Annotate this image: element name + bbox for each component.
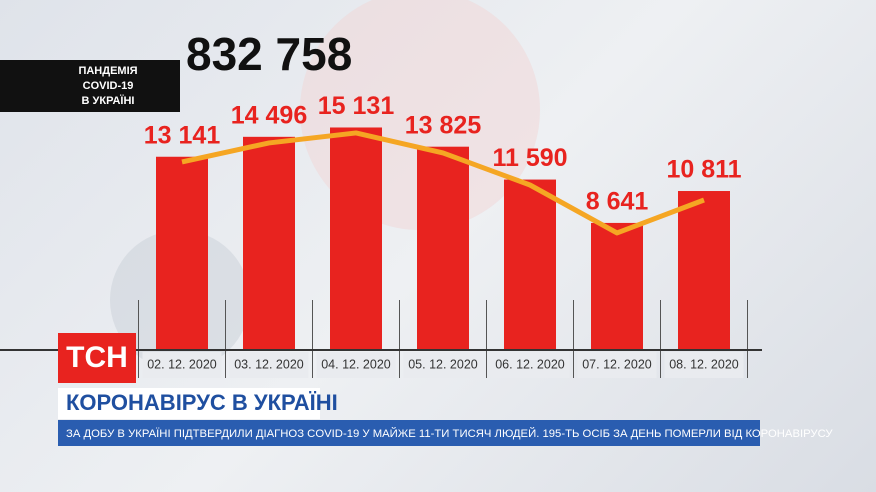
date-box xyxy=(403,352,483,378)
ticker: ЗА ДОБУ В УКРАЇНІ ПІДТВЕРДИЛИ ДІАГНОЗ CO… xyxy=(66,427,833,440)
bar xyxy=(243,136,295,350)
value-label: 8 641 xyxy=(586,188,649,216)
bar xyxy=(504,179,556,350)
logo-box xyxy=(58,333,136,383)
bar xyxy=(591,222,643,350)
value-label: 14 496 xyxy=(231,101,307,129)
date-box xyxy=(316,352,396,378)
x-tick-label: 06. 12. 2020 xyxy=(495,357,565,371)
x-tick-label: 05. 12. 2020 xyxy=(408,357,478,371)
x-tick-label: 03. 12. 2020 xyxy=(234,357,304,371)
x-tick-label: 08. 12. 2020 xyxy=(669,357,739,371)
date-box xyxy=(664,352,744,378)
label-line: COVID-19 xyxy=(83,80,134,92)
value-label: 10 811 xyxy=(666,156,741,184)
value-label: 13 825 xyxy=(405,111,482,139)
banner-title: КОРОНАВІРУС В УКРАЇНІ xyxy=(66,390,338,415)
banner-box xyxy=(58,388,320,419)
value-label: 13 141 xyxy=(144,121,221,149)
label-line: ПАНДЕМІЯ xyxy=(78,65,137,77)
label-line: В УКРАЇНІ xyxy=(82,94,135,107)
total: 832 758 xyxy=(186,28,352,80)
x-tick-label: 07. 12. 2020 xyxy=(582,357,652,371)
ticker-box xyxy=(58,420,760,446)
date-box xyxy=(577,352,657,378)
value-label: 11 590 xyxy=(492,144,567,172)
x-tick-label: 04. 12. 2020 xyxy=(321,357,391,371)
bar xyxy=(417,146,469,350)
date-box xyxy=(142,352,222,378)
x-tick-label: 02. 12. 2020 xyxy=(147,357,217,371)
date-box xyxy=(490,352,570,378)
bar xyxy=(330,127,382,350)
plot: 02. 12. 2020 03. 12. 2020 04. 12. 2020 05. … xyxy=(138,92,748,378)
value-label: 15 131 xyxy=(318,92,395,120)
date-box xyxy=(229,352,309,378)
bar xyxy=(678,191,730,350)
logo: ТСН xyxy=(66,341,128,374)
bar xyxy=(156,156,208,350)
trend-line xyxy=(181,130,705,236)
label-box xyxy=(0,60,180,112)
